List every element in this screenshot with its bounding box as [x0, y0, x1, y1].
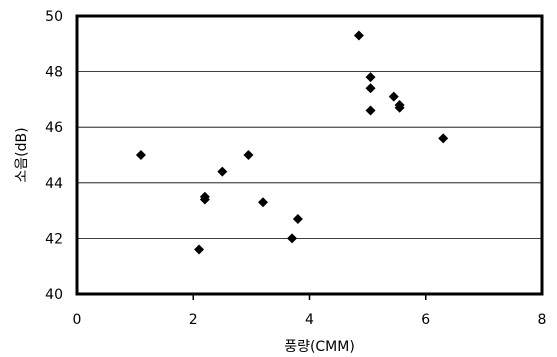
- x-tick-label: 6: [421, 312, 430, 328]
- y-axis-title: 소음(dB): [14, 127, 30, 182]
- data-point: [292, 213, 303, 224]
- y-axis-ticks: 40 42 44 46 48 50: [45, 9, 63, 303]
- data-point: [258, 197, 268, 208]
- x-axis-title: 풍량(CMM): [284, 339, 355, 355]
- data-point: [388, 91, 399, 102]
- plot-area-frame: [75, 14, 544, 296]
- data-point: [287, 233, 298, 244]
- x-tick-label: 2: [189, 312, 198, 328]
- data-point: [353, 30, 364, 41]
- data-point: [365, 72, 376, 83]
- y-tick-label: 46: [45, 120, 63, 136]
- y-tick-label: 44: [45, 176, 63, 192]
- y-tick-label: 40: [45, 287, 63, 303]
- data-point: [199, 194, 210, 205]
- x-axis-ticks: 0 2 4 6 8: [73, 294, 547, 328]
- data-points: [135, 30, 449, 255]
- data-point: [365, 105, 376, 116]
- gridlines: [77, 71, 542, 239]
- data-point: [365, 83, 376, 94]
- data-point: [438, 133, 449, 144]
- data-point: [217, 166, 228, 177]
- data-point: [394, 102, 405, 113]
- data-point: [194, 244, 205, 255]
- data-point: [135, 150, 146, 160]
- x-tick-label: 0: [73, 312, 82, 328]
- x-tick-label: 4: [305, 312, 314, 328]
- y-tick-label: 48: [45, 65, 63, 81]
- y-tick-label: 42: [45, 231, 63, 247]
- y-tick-label: 50: [45, 9, 63, 25]
- x-tick-label: 8: [538, 312, 547, 328]
- data-point: [243, 150, 254, 160]
